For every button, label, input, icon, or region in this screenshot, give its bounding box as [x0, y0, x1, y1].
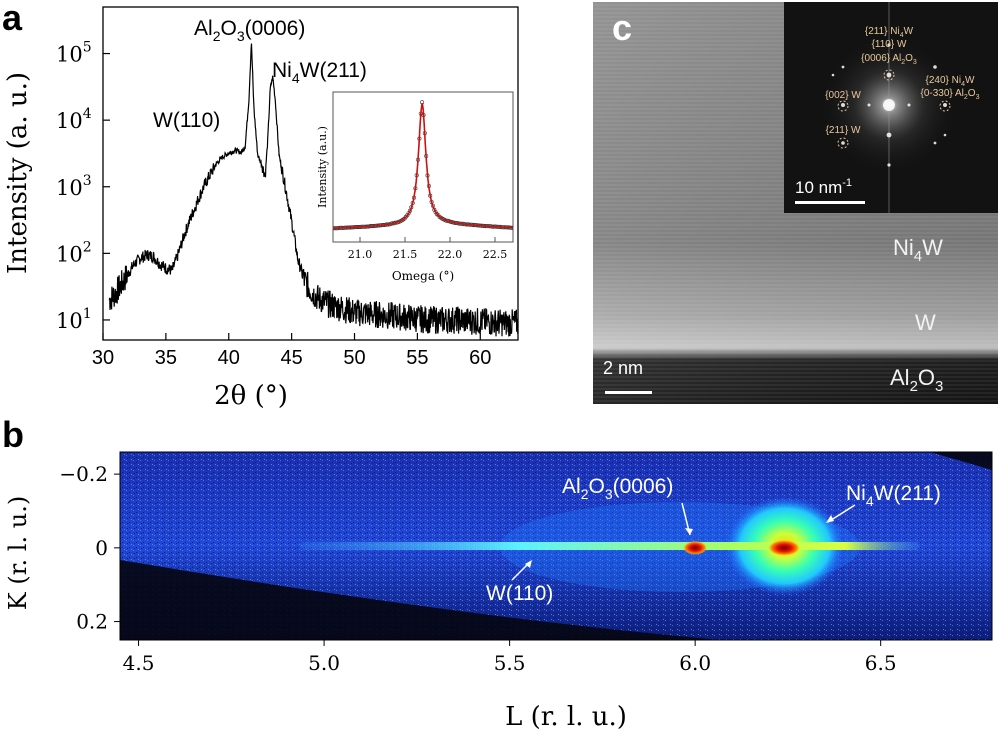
fft-label-110-w: {110} W — [872, 39, 907, 50]
fft-scalebar-label: 10 nm-1 — [795, 177, 852, 197]
inset-xtick-label: 22.0 — [438, 248, 463, 261]
fft-inset: {211} Ni4W {110} W {0006} Al2O3 {240} Ni… — [784, 2, 998, 213]
inset-xticks: 21.0 21.5 22.0 22.5 — [348, 237, 508, 261]
rsm-arrowhead-w110 — [525, 560, 532, 568]
annotation-w110: W(110) — [153, 109, 220, 132]
fft-spots — [831, 43, 947, 167]
inset-xlabel: Omega (°) — [392, 269, 454, 283]
fft-spot — [887, 163, 891, 167]
rsm-shadow-corner — [930, 452, 992, 470]
fft-spot — [831, 73, 835, 77]
plot-b-xtick-label: 5.0 — [308, 651, 340, 675]
rsm-annotation-al2o3: Al2O3(0006) — [562, 475, 673, 502]
plot-b-xlabel: L (r. l. u.) — [505, 702, 627, 732]
plot-a-ytick-label: 102 — [56, 239, 92, 266]
rsm-heatmap — [120, 452, 992, 640]
plot-a-frame — [102, 6, 519, 341]
fft-spot — [933, 65, 937, 69]
fft-ring-0006 — [883, 69, 895, 81]
inset-point — [405, 213, 410, 218]
plot-a-xtick-label: 40 — [218, 347, 240, 369]
inset-rocking-curve: 21.0 21.5 22.0 22.5 Omega (°) Intensity (a.… — [316, 91, 514, 283]
plot-b-xticks: 4.5 5.0 5.5 6.0 6.5 — [123, 640, 897, 675]
panel-label-c: c — [612, 7, 632, 48]
fft-spot — [841, 65, 845, 69]
fft-label-002-w: {002} W — [825, 90, 861, 101]
plot-b-xtick-label: 4.5 — [123, 651, 155, 675]
plot-a-xtick-label: 55 — [406, 347, 428, 369]
plot-b-xtick-label: 6.0 — [679, 651, 711, 675]
fft-spot — [933, 141, 937, 145]
plot-b-ylabel: K (r. l. u.) — [4, 496, 32, 610]
rsm-arrowhead-al2o3 — [685, 528, 693, 535]
plot-b-ytick-label: 0 — [95, 536, 108, 560]
plot-a-ylabel: Intensity (a. u.) — [3, 72, 33, 274]
fft-spot — [887, 43, 891, 47]
plot-a-xtick-label: 50 — [343, 347, 365, 369]
fft-ring-240 — [939, 100, 951, 112]
rsm-annotation-ni4w: Ni4W(211) — [846, 482, 941, 509]
plot-b-ytick-label: 0.2 — [76, 610, 108, 634]
plot-a-ytick-label: 103 — [56, 173, 92, 200]
inset-xtick-label: 21.0 — [348, 248, 373, 261]
plot-b-xtick-label: 6.5 — [865, 651, 897, 675]
plot-a-xtick-label: 35 — [155, 347, 177, 369]
fft-spot — [867, 103, 871, 107]
plot-b-yticks: −0.2 0 0.2 — [59, 462, 120, 634]
rsm-annotation-w110: W(110) — [486, 582, 553, 605]
plot-a-xtick-label: 60 — [469, 347, 491, 369]
inset-ylabel: Intensity (a.u.) — [316, 126, 329, 208]
plot-b-ytick-label: −0.2 — [59, 462, 108, 486]
inset-xtick-label: 21.5 — [393, 248, 418, 261]
inset-point — [434, 212, 439, 217]
plot-a-xticks: 30 35 40 45 50 55 60 — [92, 333, 491, 369]
tem-scalebar-label: 2 nm — [603, 358, 643, 378]
fft-spot — [841, 141, 845, 145]
plot-a-ytick-label: 104 — [56, 106, 92, 133]
rsm-spots — [683, 539, 801, 556]
panel-label-a: a — [2, 0, 23, 38]
rsm-streak — [300, 542, 920, 550]
panel-label-b: b — [2, 414, 24, 455]
fft-spot — [886, 132, 892, 138]
fft-spot — [943, 103, 947, 107]
fft-spot — [841, 103, 845, 107]
plot-a-ytick-label: 101 — [56, 306, 92, 333]
plot-a-xtick-label: 30 — [92, 347, 114, 369]
annotation-al2o3: Al2O3(0006) — [194, 17, 305, 44]
rsm-peak-spot — [683, 540, 708, 555]
annotation-ni4w: Ni4W(211) — [272, 59, 367, 86]
rsm-arrowhead-ni4w — [826, 515, 834, 523]
plot-a-yticks: 101 102 103 104 105 — [56, 40, 110, 333]
layer-label-w: W — [915, 310, 936, 335]
fft-spot — [907, 103, 911, 107]
fft-scalebar — [795, 201, 865, 204]
panel-c: c Ni4W W Al2O3 2 nm {211} Ni4W {110} W {… — [593, 2, 998, 404]
rsm-peak-spot — [768, 539, 801, 556]
fft-spot — [943, 133, 947, 137]
xrd-curve — [108, 43, 518, 337]
fft-spot — [886, 72, 892, 78]
rsm-shadow-region — [120, 560, 720, 640]
inset-xtick-label: 22.5 — [483, 248, 508, 261]
plot-b-frame — [119, 451, 993, 641]
plot-a-ytick-label: 105 — [56, 40, 92, 67]
fft-spot — [883, 99, 895, 111]
plot-a-xlabel: 2θ (°) — [214, 381, 288, 411]
inset-fit-line — [333, 102, 513, 230]
tem-scalebar — [605, 391, 652, 394]
panel-b: b 4.5 5.0 5.5 6.0 6.5 −0.200.2 L (r. l. u.) … — [2, 414, 993, 732]
plot-b-xtick-label: 5.5 — [494, 651, 526, 675]
fft-ring-211w — [837, 137, 849, 149]
fft-ring-002 — [837, 100, 849, 112]
fft-label-211-w: {211} W — [826, 125, 861, 136]
plot-a-xtick-label: 45 — [281, 347, 303, 369]
